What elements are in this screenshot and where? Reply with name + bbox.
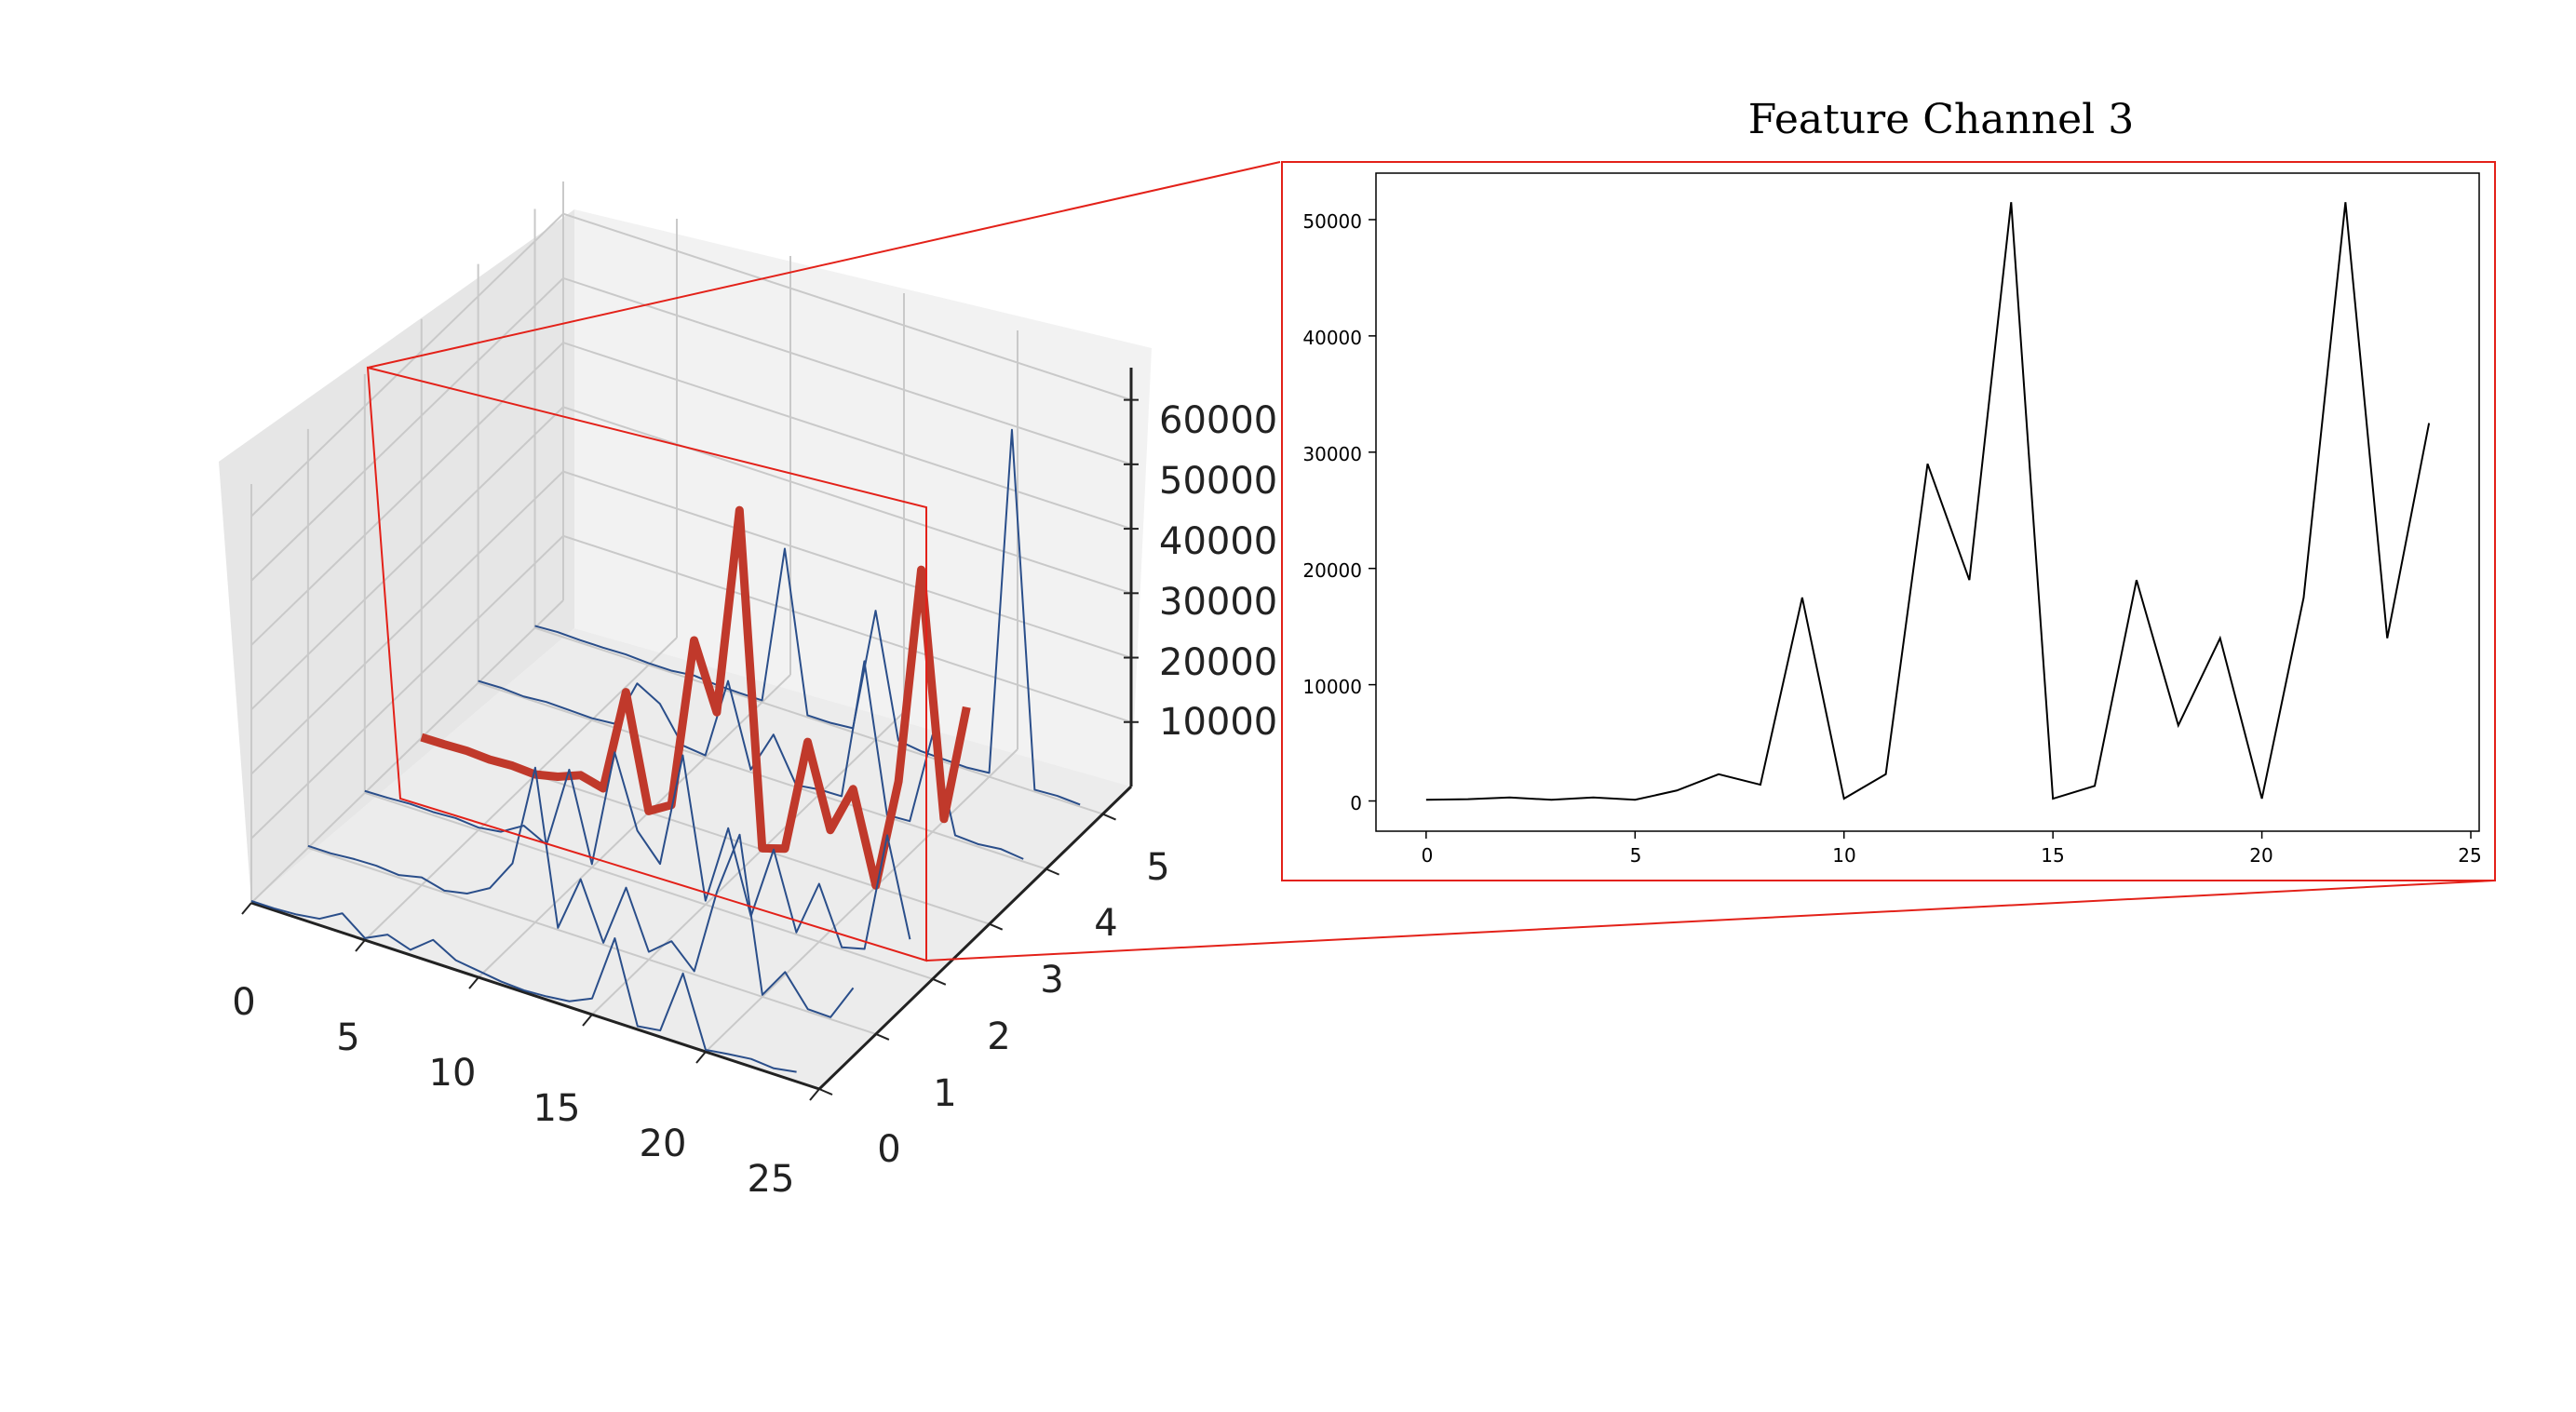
x-tick xyxy=(582,1014,593,1027)
highlight-overlay xyxy=(366,161,2496,962)
series-line xyxy=(250,899,797,1073)
y-tick-label: 20000 xyxy=(1302,559,1362,582)
grid-line xyxy=(364,637,678,941)
x-tick xyxy=(355,939,366,952)
y-tick xyxy=(1045,867,1060,876)
y-tick-labels: 0 1 2 3 4 5 xyxy=(877,846,1169,1171)
grid-line xyxy=(307,846,877,1035)
y-tick-label: 4 xyxy=(1094,902,1117,945)
grid-line xyxy=(250,599,564,904)
grid-line xyxy=(534,626,1103,815)
y-tick xyxy=(932,977,947,986)
x-tick-labels: 0 5 10 15 20 25 xyxy=(232,981,794,1201)
x-tick-label: 0 xyxy=(1422,844,1434,867)
z-tick-label: 60000 xyxy=(1159,399,1277,442)
axes-3d xyxy=(241,368,1139,1101)
y-tick-label: 30000 xyxy=(1302,443,1362,465)
axes-2d xyxy=(1369,219,2472,839)
x-tick-label: 10 xyxy=(1832,844,1855,867)
x-tick-label: 5 xyxy=(1630,844,1642,867)
x-tick-label: 15 xyxy=(533,1087,581,1130)
grid-line xyxy=(478,674,791,978)
zoom-connector-top xyxy=(367,161,1281,369)
grid-line xyxy=(250,341,1132,646)
series-line xyxy=(307,766,855,1018)
chart-2d: Feature Channel 3 0 5 10 15 20 25 0 1000… xyxy=(1281,96,2496,881)
pane-back xyxy=(574,209,1152,787)
x-axis-line xyxy=(250,901,820,1091)
y-tick-label: 40000 xyxy=(1302,327,1362,349)
y-tick-label: 0 xyxy=(877,1128,900,1171)
y-tick-label: 5 xyxy=(1146,846,1169,889)
x-tick-label: 5 xyxy=(336,1016,359,1059)
series-line xyxy=(1425,202,2431,801)
z-tick-label: 30000 xyxy=(1159,581,1277,624)
x-tick-label: 0 xyxy=(232,981,255,1024)
grid-line xyxy=(364,791,934,980)
series-line-highlight xyxy=(420,505,971,890)
y-tick-label: 2 xyxy=(987,1015,1010,1058)
y-tick-label: 1 xyxy=(933,1072,956,1115)
x-tick-label: 25 xyxy=(748,1158,795,1201)
x-tick-label: 10 xyxy=(429,1052,477,1095)
x-tick-label: 25 xyxy=(2458,844,2481,867)
z-tick-labels: 10000 20000 30000 40000 50000 60000 xyxy=(1159,399,1277,744)
y-tick-label: 50000 xyxy=(1302,210,1362,233)
z-tick-label: 20000 xyxy=(1159,641,1277,684)
x-tick-label: 15 xyxy=(2041,844,2064,867)
y-tick xyxy=(1102,813,1116,821)
plot-area xyxy=(1375,172,2480,832)
z-tick-label: 50000 xyxy=(1159,460,1277,503)
zoom-connector-bottom xyxy=(925,880,2496,962)
series-2d xyxy=(1425,202,2431,801)
y-tick xyxy=(875,1032,890,1041)
grid-line xyxy=(250,212,1132,518)
chart-title: Feature Channel 3 xyxy=(1748,96,2134,143)
grid-line xyxy=(478,681,1046,870)
x-tick-label: 20 xyxy=(2249,844,2273,867)
y-tick xyxy=(818,1088,833,1096)
z-tick-label: 40000 xyxy=(1159,520,1277,563)
chart-3d: 0 5 10 15 20 25 0 1 2 3 4 5 10000 20000 … xyxy=(219,182,1277,1201)
x-tick-label: 20 xyxy=(640,1123,687,1165)
y-tick-label: 3 xyxy=(1040,959,1063,1002)
series-line xyxy=(534,428,1081,806)
x-tick xyxy=(241,902,252,915)
y-axis-line xyxy=(817,785,1133,1091)
series-line xyxy=(364,751,911,950)
grid-line xyxy=(250,276,1132,582)
x-tick xyxy=(809,1088,820,1101)
x-tick xyxy=(695,1051,707,1064)
series-3d xyxy=(250,428,1081,1073)
y-tick-labels: 0 10000 20000 30000 40000 50000 xyxy=(1302,210,1362,814)
x-tick xyxy=(468,976,479,989)
x-tick-labels: 0 5 10 15 20 25 xyxy=(1422,844,2482,867)
grid-line xyxy=(250,406,1132,711)
zoom-frame xyxy=(1281,161,2496,881)
grid-line xyxy=(250,470,1132,775)
y-tick xyxy=(989,922,1004,931)
grid-line xyxy=(250,534,1132,840)
y-tick-label: 10000 xyxy=(1302,676,1362,698)
grid-line xyxy=(705,748,1018,1053)
grid-3d xyxy=(250,182,1132,1090)
grid-line xyxy=(591,711,905,1015)
y-tick-label: 0 xyxy=(1350,792,1362,814)
z-tick-label: 10000 xyxy=(1159,701,1277,744)
